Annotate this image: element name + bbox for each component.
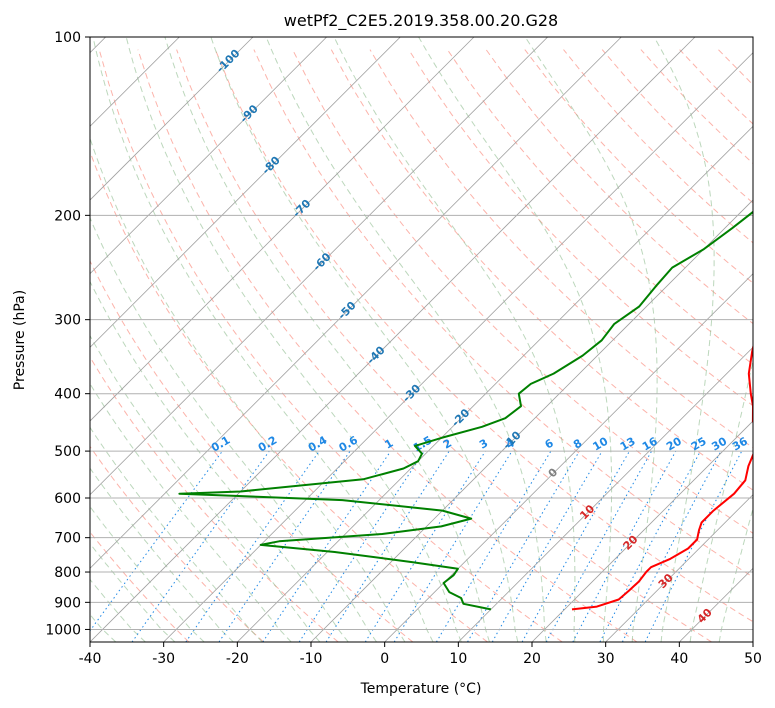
moist-adiabat (90, 334, 321, 642)
mixing-ratio-line (435, 450, 552, 642)
moist-adiabat (90, 578, 146, 642)
isotherm-line (384, 273, 753, 642)
x-tick-label: 0 (380, 651, 389, 667)
mixing-ratio-line (298, 450, 425, 642)
x-tick-label: -10 (300, 651, 323, 667)
moist-adiabat (90, 382, 292, 642)
y-tick-label: 900 (54, 595, 81, 611)
dry-adiabat (214, 49, 753, 623)
moist-adiabat (689, 358, 753, 642)
moist-adiabat (92, 37, 434, 642)
isobars (90, 37, 753, 630)
isotherms (90, 37, 753, 642)
y-tick-label: 200 (54, 208, 81, 224)
moist-adiabat (265, 37, 547, 642)
mixing-ratio-line (572, 450, 677, 642)
y-tick-label: 600 (54, 491, 81, 507)
isotherm-line (90, 37, 548, 496)
x-tick-label: 20 (523, 651, 541, 667)
isotherm-line (605, 494, 753, 642)
isotherm-line (163, 52, 753, 642)
dry-adiabat (330, 49, 753, 491)
mixing-ratio-line (218, 450, 351, 642)
isotherm-line (90, 37, 622, 569)
dry-adiabat (485, 49, 753, 325)
dry-adiabat (369, 49, 753, 449)
moist-adiabat (418, 37, 613, 642)
dewpoint-profile (178, 210, 753, 611)
dry-adiabat (292, 49, 753, 534)
dry-adiabat (408, 49, 753, 407)
y-tick-label: 100 (54, 30, 81, 46)
y-tick-label: 300 (54, 313, 81, 329)
moist-adiabat (718, 506, 753, 642)
x-tick-label: -40 (79, 651, 102, 667)
moist-adiabat (653, 37, 715, 642)
x-tick-label: 30 (597, 651, 615, 667)
moist-adiabat (125, 37, 462, 642)
x-tick-label: 50 (744, 651, 762, 667)
isotherm-line (90, 37, 254, 201)
x-tick-label: 10 (449, 651, 467, 667)
y-tick-label: 800 (54, 565, 81, 581)
x-tick-label: -30 (152, 651, 175, 667)
moist-adiabats (90, 37, 753, 642)
moist-adiabat (524, 37, 658, 642)
dry-adiabat (176, 49, 712, 642)
dry-adiabats (90, 49, 753, 642)
y-tick-label: 1000 (45, 622, 81, 638)
chart-title: wetPf2_C2E5.2019.358.00.20.G28 (284, 11, 558, 31)
dry-adiabat (253, 49, 753, 578)
isotherm-line (90, 37, 696, 642)
x-tick-label: -20 (226, 651, 249, 667)
y-axis: 100 200 300 400 500 600 700 800 900 1000 (45, 30, 90, 638)
x-tick-label: 40 (670, 651, 688, 667)
moist-adiabat (333, 37, 576, 642)
dry-adiabat (98, 49, 563, 642)
moist-adiabat (90, 467, 234, 642)
y-tick-label: 500 (54, 444, 81, 460)
dry-adiabat (137, 49, 638, 642)
mixing-ratio-line (185, 450, 320, 642)
moist-adiabat (90, 136, 406, 642)
moist-adiabat (90, 280, 349, 642)
mixing-ratio-line (325, 450, 450, 642)
dry-adiabat (446, 49, 753, 366)
mixing-ratio-line (599, 450, 701, 642)
y-tick-label: 400 (54, 387, 81, 403)
x-axis: -40 -30 -20 -10 0 10 20 30 40 50 (79, 642, 762, 667)
dry-adiabat (90, 259, 414, 642)
isotherm-line (90, 37, 401, 348)
moist-adiabat (164, 37, 490, 642)
isotherm-line (310, 199, 753, 642)
moist-adiabat (90, 542, 176, 642)
y-axis-label: Pressure (hPa) (12, 290, 28, 390)
isotherm-line (90, 37, 475, 422)
plot-frame (89, 36, 754, 643)
y-tick-label: 700 (54, 531, 81, 547)
isotherm-line (458, 346, 753, 642)
moist-adiabat (90, 505, 205, 642)
mixing-ratio-line (467, 450, 580, 642)
moist-adiabat (90, 426, 263, 642)
isotherm-line (531, 420, 753, 642)
dry-adiabat (90, 445, 264, 642)
x-axis-label: Temperature (°C) (360, 681, 482, 697)
mixing-ratio-line (364, 450, 486, 642)
isotherm-line (237, 125, 753, 642)
mixing-ratio-line (262, 450, 392, 642)
isotherm-line (90, 37, 327, 275)
